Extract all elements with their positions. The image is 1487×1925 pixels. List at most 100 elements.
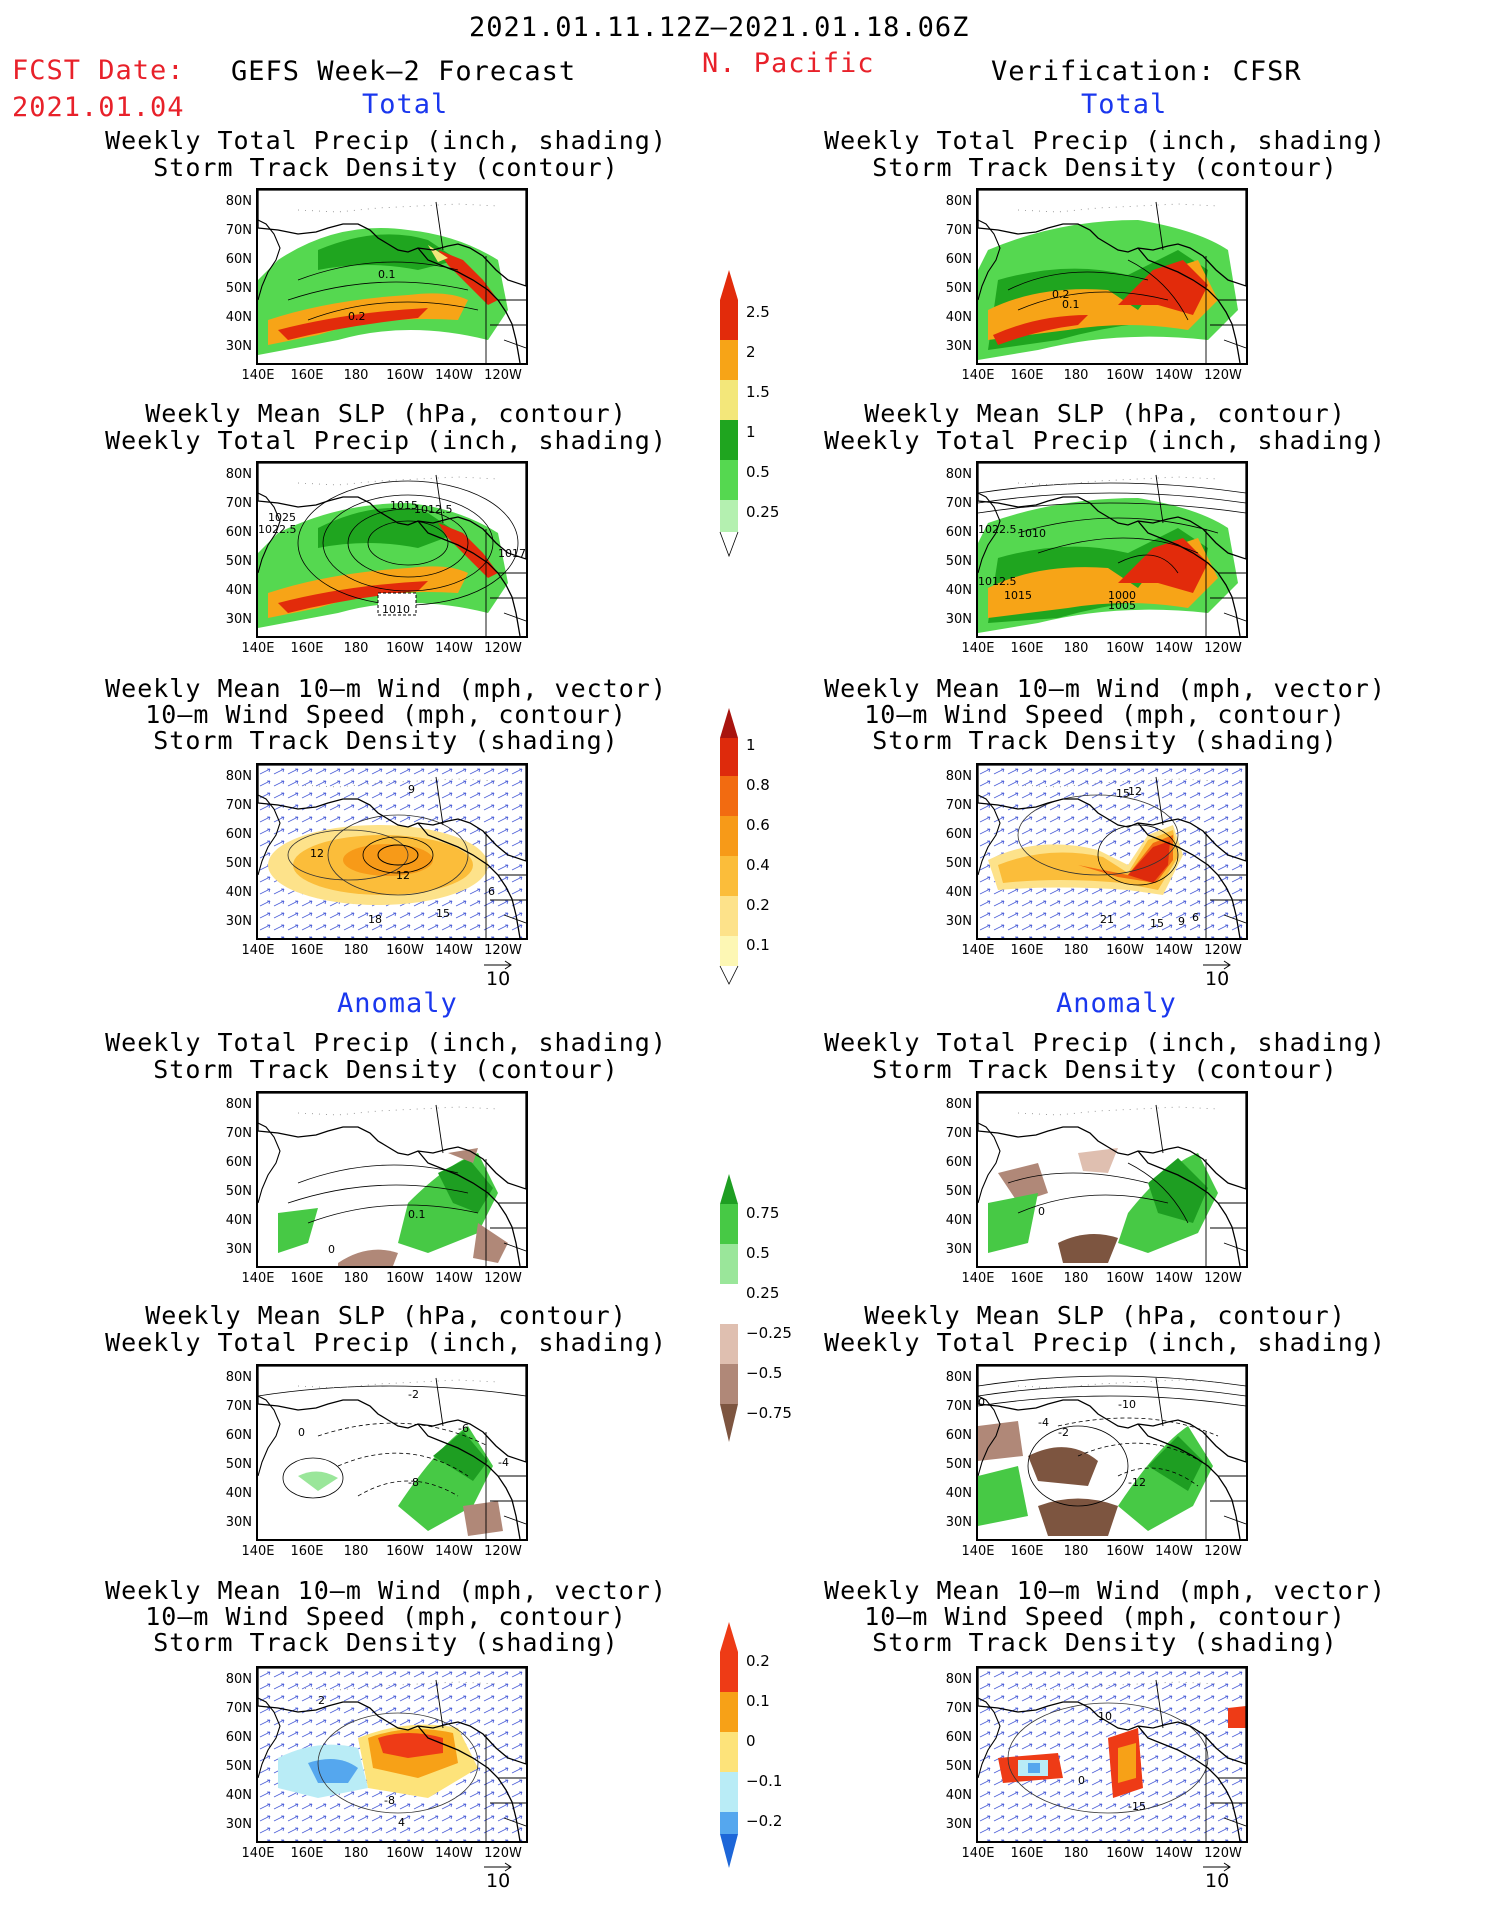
- lon-tick-label: 120W: [484, 943, 522, 958]
- title-ver-anom-slp-2: Weekly Total Precip (inch, shading): [824, 1328, 1386, 1357]
- lat-tick-label: 30N: [945, 612, 972, 627]
- lat-tick-label: 30N: [945, 1242, 972, 1257]
- lon-tick-label: 160E: [290, 943, 324, 958]
- contour-label: -12: [1128, 1476, 1146, 1489]
- cb-label: 0.25: [746, 1284, 780, 1302]
- lon-tick-label: 160E: [1010, 641, 1044, 656]
- lat-tick-label: 70N: [945, 1399, 972, 1414]
- contour-label: 1010: [1018, 527, 1046, 540]
- lat-tick-label: 80N: [945, 1097, 972, 1112]
- contour-label: 15: [1116, 787, 1130, 800]
- section-total-left: Total: [362, 89, 449, 120]
- lon-tick-label: 140W: [435, 1544, 473, 1559]
- lat-tick-label: 40N: [945, 1213, 972, 1228]
- contour-label: 18: [368, 913, 382, 926]
- lat-tick-label: 50N: [225, 1184, 252, 1199]
- lon-tick-label: 120W: [484, 1846, 522, 1861]
- lat-tick-label: 60N: [945, 252, 972, 267]
- cb-label: −0.1: [746, 1772, 783, 1790]
- map-ver-anom-wind: 10 -15 0: [976, 1666, 1248, 1843]
- title-ver-anom-wind-1: Weekly Mean 10–m Wind (mph, vector): [824, 1576, 1386, 1605]
- contour-label: 6: [1192, 911, 1199, 924]
- lon-tick-label: 160W: [386, 1846, 424, 1861]
- contour-label: -8: [408, 1476, 419, 1489]
- vector-reference-fc-anom: 10: [484, 1862, 512, 1892]
- lat-tick-label: 50N: [945, 554, 972, 569]
- lon-tick-label: 180: [1063, 943, 1089, 958]
- lon-tick-label: 160W: [1106, 641, 1144, 656]
- lon-tick-label: 160W: [386, 1271, 424, 1286]
- title-fc-anom-precip-1: Weekly Total Precip (inch, shading): [105, 1028, 667, 1057]
- lon-tick-label: 140W: [1155, 1846, 1193, 1861]
- lon-tick-label: 140E: [961, 1271, 995, 1286]
- lat-tick-label: 40N: [945, 885, 972, 900]
- lon-tick-label: 160E: [1010, 1846, 1044, 1861]
- lon-tick-label: 120W: [1204, 641, 1242, 656]
- contour-label: 1012.5: [414, 503, 453, 516]
- cb-label: 1: [746, 736, 756, 754]
- map-ver-anom-slp: 0 -10 -2 -4 -12: [976, 1364, 1248, 1541]
- map-fc-anom-precip: 0.1 0: [256, 1091, 528, 1268]
- lat-tick-label: 50N: [945, 1184, 972, 1199]
- lat-tick-label: 60N: [225, 1155, 252, 1170]
- lon-tick-label: 160W: [1106, 1846, 1144, 1861]
- lon-tick-label: 120W: [1204, 943, 1242, 958]
- verification-title: Verification: CFSR: [991, 56, 1302, 87]
- cb-label: 0.25: [746, 503, 780, 521]
- cb-label: 0.4: [746, 856, 770, 874]
- contour-label: 6: [488, 885, 495, 898]
- lat-tick-label: 70N: [225, 798, 252, 813]
- contour-label: 0.1: [378, 268, 396, 281]
- lon-tick-label: 140W: [435, 1846, 473, 1861]
- lon-tick-label: 120W: [484, 1271, 522, 1286]
- lon-tick-label: 140E: [961, 1846, 995, 1861]
- lat-tick-label: 70N: [945, 1701, 972, 1716]
- lat-tick-label: 60N: [225, 525, 252, 540]
- lat-tick-label: 70N: [225, 496, 252, 511]
- lon-tick-label: 180: [1063, 1271, 1089, 1286]
- fcst-date-value: 2021.01.04: [12, 92, 185, 123]
- map-fc-total-precip: 0.1 0.2: [256, 188, 528, 365]
- lat-tick-label: 80N: [945, 194, 972, 209]
- vector-reference-fc-total: 10: [484, 960, 512, 990]
- lon-tick-label: 160W: [386, 368, 424, 383]
- contour-label: 0: [1078, 1774, 1085, 1787]
- cb-label: 0.1: [746, 936, 770, 954]
- title-ver-anom-wind-3: Storm Track Density (shading): [872, 1628, 1338, 1657]
- cb-label: 0.1: [746, 1692, 770, 1710]
- contour-label: 0: [298, 1426, 305, 1439]
- lon-tick-label: 180: [1063, 1846, 1089, 1861]
- colorbar-precip-anom: [720, 1174, 738, 1442]
- lat-tick-label: 70N: [945, 496, 972, 511]
- title-fc-anom-slp-1: Weekly Mean SLP (hPa, contour): [145, 1301, 627, 1330]
- vector-reference-ver-total: 10: [1203, 960, 1231, 990]
- title-ver-anom-precip-2: Storm Track Density (contour): [872, 1055, 1338, 1084]
- lon-tick-label: 160W: [386, 943, 424, 958]
- contour-label: 0: [978, 1396, 985, 1409]
- section-anomaly-right: Anomaly: [1056, 988, 1177, 1019]
- lon-tick-label: 160E: [290, 1846, 324, 1861]
- title-ver-slp-2: Weekly Total Precip (inch, shading): [824, 426, 1386, 455]
- contour-label: 1000: [1108, 589, 1136, 602]
- contour-label: 2: [318, 1694, 325, 1707]
- lon-tick-label: 180: [1063, 1544, 1089, 1559]
- lat-tick-label: 70N: [225, 223, 252, 238]
- lat-tick-label: 50N: [225, 856, 252, 871]
- lat-tick-label: 40N: [945, 583, 972, 598]
- map-fc-anom-slp: -2 -6 -8 0 -4: [256, 1364, 528, 1541]
- lat-tick-label: 80N: [945, 467, 972, 482]
- title-fc-anom-wind-3: Storm Track Density (shading): [153, 1628, 619, 1657]
- vector-reference-ver-anom: 10: [1203, 1862, 1231, 1892]
- lat-tick-label: 40N: [225, 583, 252, 598]
- lon-tick-label: 160E: [290, 1271, 324, 1286]
- lat-tick-label: 60N: [225, 827, 252, 842]
- map-ver-anom-precip: 0: [976, 1091, 1248, 1268]
- lon-tick-label: 180: [343, 943, 369, 958]
- title-fc-anom-precip-2: Storm Track Density (contour): [153, 1055, 619, 1084]
- lon-tick-label: 120W: [1204, 368, 1242, 383]
- title-ver-anom-precip-1: Weekly Total Precip (inch, shading): [824, 1028, 1386, 1057]
- cb-label: 1: [746, 423, 756, 441]
- lon-tick-label: 140W: [435, 943, 473, 958]
- lat-tick-label: 30N: [225, 1242, 252, 1257]
- contour-label: 12: [310, 847, 324, 860]
